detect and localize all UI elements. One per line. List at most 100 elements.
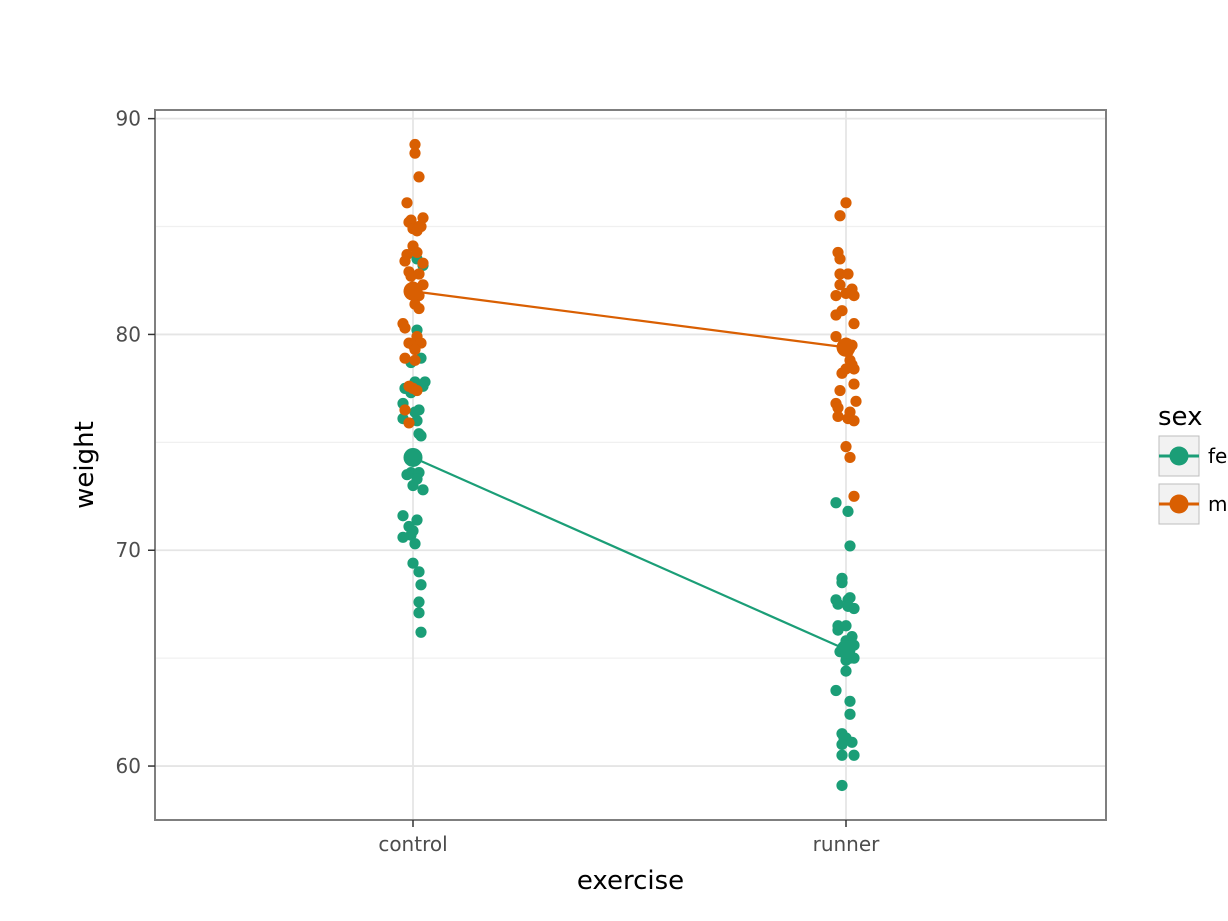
data-point-male — [848, 318, 860, 330]
y-tick-label: 70 — [116, 538, 141, 562]
data-point-male — [840, 197, 852, 209]
data-point-male — [399, 322, 411, 334]
legend-label-female: female — [1208, 444, 1228, 468]
data-point-female — [407, 557, 419, 569]
legend: sex female male — [1158, 402, 1228, 525]
data-point-male — [832, 410, 844, 423]
data-point-female — [832, 624, 844, 636]
data-point-male — [403, 417, 415, 429]
legend-title: sex — [1158, 402, 1202, 432]
data-point-female — [413, 566, 425, 578]
data-point-male — [842, 268, 854, 280]
data-point-female — [397, 531, 409, 543]
data-point-male — [830, 309, 842, 321]
data-point-female — [415, 430, 427, 442]
data-point-male — [834, 279, 846, 291]
data-point-female — [848, 749, 860, 761]
data-point-male — [834, 384, 846, 397]
data-point-female — [415, 626, 427, 638]
legend-key-point — [1169, 494, 1189, 514]
data-point-male — [850, 395, 862, 407]
data-point-male — [848, 490, 860, 502]
data-point-male — [413, 302, 425, 315]
grid-minor — [155, 225, 1106, 659]
x-tick-label-runner: runner — [813, 832, 881, 856]
data-point-male — [848, 415, 860, 427]
data-point-male — [840, 441, 852, 453]
mean-points — [403, 281, 856, 660]
data-point-male — [409, 147, 421, 159]
data-point-male — [401, 197, 413, 209]
legend-key-point — [1169, 446, 1189, 466]
data-point-male — [834, 253, 846, 265]
data-point-female — [830, 497, 842, 509]
data-point-female — [844, 708, 856, 720]
data-point-female — [397, 510, 409, 522]
data-point-female — [836, 577, 848, 589]
mean-point-male — [836, 337, 856, 357]
legend-item-female: female — [1158, 435, 1228, 477]
data-point-male — [844, 451, 856, 464]
data-point-male — [399, 255, 411, 267]
data-point-female — [413, 596, 425, 608]
data-point-male — [840, 363, 852, 375]
data-point-male — [413, 268, 425, 280]
data-point-female — [846, 736, 858, 748]
data-point-female — [830, 684, 842, 697]
mean-lines — [412, 290, 847, 651]
data-point-female — [844, 695, 856, 707]
data-point-male — [848, 378, 860, 390]
data-point-male — [417, 257, 429, 269]
data-point-male — [417, 212, 429, 224]
mean-point-female — [403, 447, 423, 467]
data-point-female — [832, 598, 844, 610]
y-tick-label: 90 — [116, 107, 141, 131]
grid-major — [155, 110, 1106, 820]
data-point-male — [834, 268, 846, 280]
data-point-female — [415, 579, 427, 591]
data-point-male — [411, 246, 423, 259]
data-point-female — [413, 607, 425, 619]
data-point-female — [401, 469, 413, 481]
x-axis-title: exercise — [577, 866, 684, 896]
data-point-male — [399, 404, 411, 416]
data-point-female — [407, 479, 419, 492]
data-point-male — [409, 138, 421, 151]
mean-point-male — [403, 281, 423, 301]
panel-border — [154, 109, 1107, 821]
mean-line-female — [412, 456, 847, 651]
data-point-male — [848, 363, 860, 375]
data-point-female — [844, 540, 856, 552]
data-point-male — [830, 330, 842, 343]
x-axis: control runner — [378, 820, 880, 856]
data-point-male — [409, 354, 421, 366]
data-point-male — [415, 220, 427, 233]
data-point-female — [417, 484, 429, 496]
data-point-female — [842, 505, 854, 517]
mean-line-male — [412, 290, 847, 349]
points — [397, 138, 862, 792]
y-tick-label: 60 — [116, 754, 141, 778]
data-point-female — [836, 749, 848, 761]
data-point-female — [409, 406, 421, 418]
data-point-male — [409, 343, 421, 356]
data-point-female — [411, 514, 423, 526]
data-point-male — [399, 352, 411, 364]
data-point-female — [842, 600, 854, 612]
x-tick-label-control: control — [378, 832, 447, 856]
data-point-male — [834, 210, 846, 222]
data-point-male — [413, 171, 425, 183]
legend-label-male: male — [1208, 492, 1228, 516]
data-point-male — [832, 402, 844, 414]
data-point-male — [848, 289, 860, 302]
y-tick-label: 80 — [116, 322, 141, 346]
mean-point-female — [836, 640, 856, 660]
data-point-male — [411, 384, 423, 397]
data-point-male — [830, 289, 842, 302]
data-point-female — [836, 738, 848, 751]
y-axis-title: weight — [70, 421, 100, 509]
data-point-female — [409, 538, 421, 550]
data-point-female — [840, 665, 852, 677]
y-axis: 60 70 80 90 — [116, 107, 155, 778]
